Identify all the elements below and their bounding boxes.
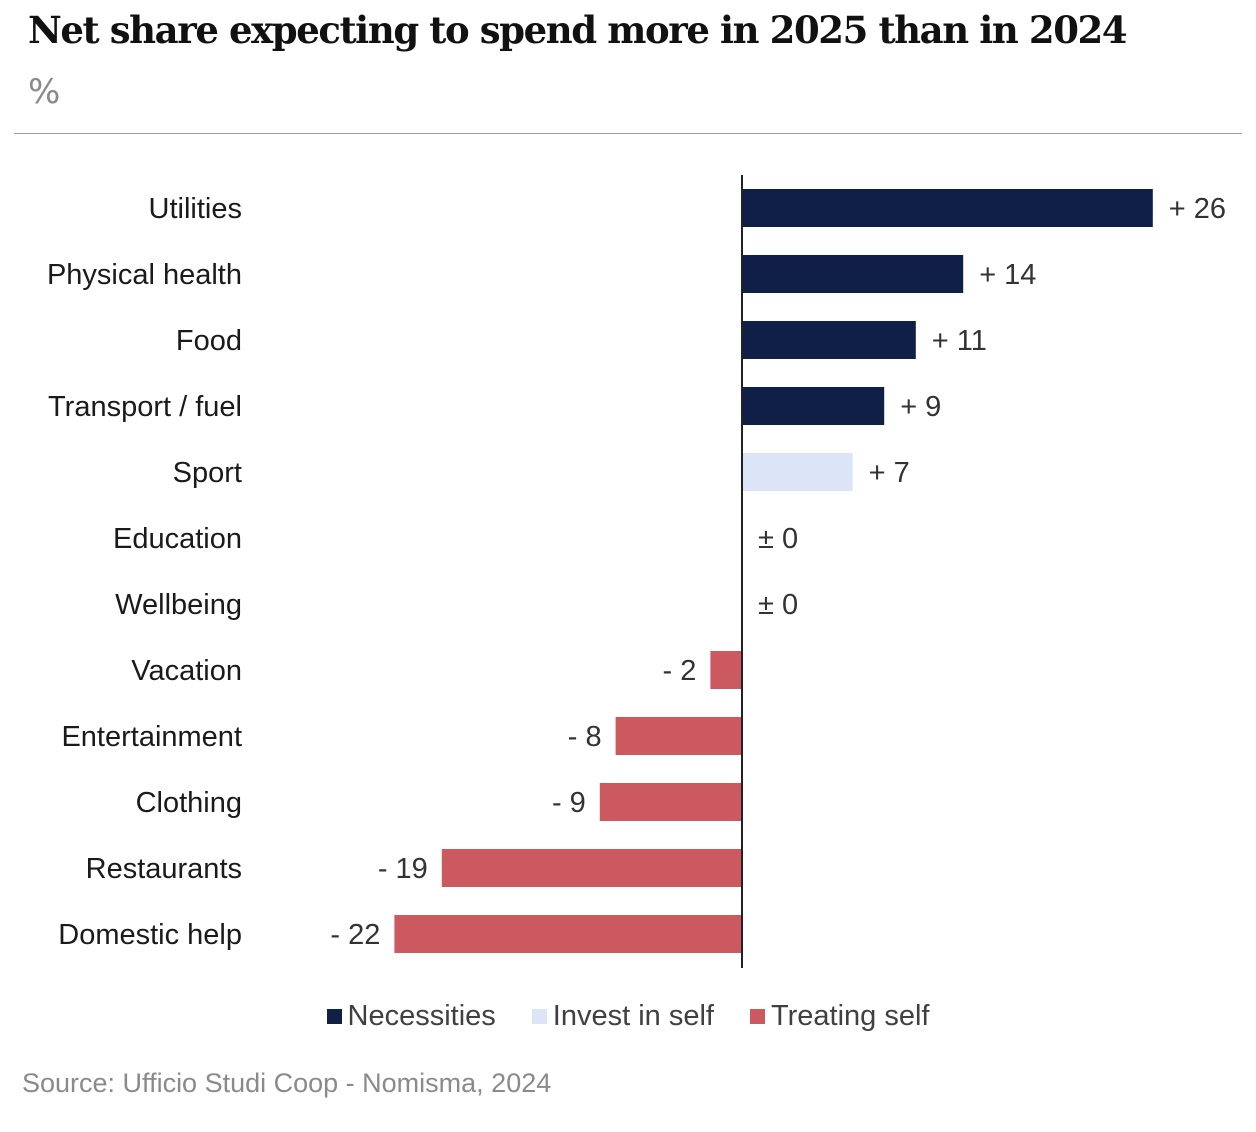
category-label-domestic-help: Domestic help (58, 919, 242, 951)
value-label-education: ± 0 (758, 523, 798, 555)
category-label-transport-fuel: Transport / fuel (48, 391, 242, 423)
legend-label-treating-self: Treating self (770, 1000, 930, 1032)
title-divider (14, 133, 1242, 134)
category-label-clothing: Clothing (136, 787, 242, 819)
chart-title: Net share expecting to spend more in 202… (28, 8, 1128, 52)
bar-transport-fuel (742, 387, 885, 425)
value-label-domestic-help: - 22 (330, 919, 380, 951)
value-label-entertainment: - 8 (568, 721, 602, 753)
legend: Necessities Invest in self Treating self (0, 1000, 1256, 1033)
category-label-vacation: Vacation (131, 655, 242, 687)
category-label-education: Education (113, 523, 242, 555)
bar-food (742, 321, 916, 359)
bar-entertainment (615, 717, 742, 755)
category-label-food: Food (176, 325, 242, 357)
legend-item-treating-self: Treating self (749, 1000, 930, 1033)
legend-swatch-invest-in-self (531, 1009, 547, 1024)
value-label-sport: + 7 (869, 457, 910, 489)
legend-item-invest-in-self: Invest in self (531, 1000, 714, 1033)
legend-swatch-treating-self (749, 1009, 765, 1024)
value-label-physical-health: + 14 (979, 259, 1036, 291)
bar-domestic-help (394, 915, 742, 953)
legend-item-necessities: Necessities (326, 1000, 496, 1033)
bar-physical-health (742, 255, 964, 293)
bar-restaurants (441, 849, 742, 887)
bar-clothing (599, 783, 742, 821)
bar-utilities (742, 189, 1153, 227)
legend-label-invest-in-self: Invest in self (552, 1000, 714, 1032)
category-label-physical-health: Physical health (47, 259, 242, 291)
legend-label-necessities: Necessities (347, 1000, 496, 1032)
bar-vacation (710, 651, 742, 689)
value-label-utilities: + 26 (1169, 193, 1226, 225)
category-label-wellbeing: Wellbeing (115, 589, 242, 621)
category-label-sport: Sport (173, 457, 242, 489)
value-label-transport-fuel: + 9 (900, 391, 941, 423)
chart-unit: % (28, 72, 61, 112)
source-note: Source: Ufficio Studi Coop - Nomisma, 20… (22, 1068, 552, 1098)
bar-sport (742, 453, 853, 491)
value-label-restaurants: - 19 (378, 853, 428, 885)
value-label-wellbeing: ± 0 (758, 589, 798, 621)
value-label-food: + 11 (932, 325, 987, 357)
value-label-vacation: - 2 (663, 655, 697, 687)
bar-chart: Utilities + 26 Physical health + 14 Food + 11… (47, 175, 1226, 968)
category-label-entertainment: Entertainment (61, 721, 242, 753)
value-label-clothing: - 9 (552, 787, 586, 819)
legend-swatch-necessities (326, 1009, 342, 1024)
category-label-utilities: Utilities (149, 193, 242, 225)
category-label-restaurants: Restaurants (86, 853, 242, 885)
